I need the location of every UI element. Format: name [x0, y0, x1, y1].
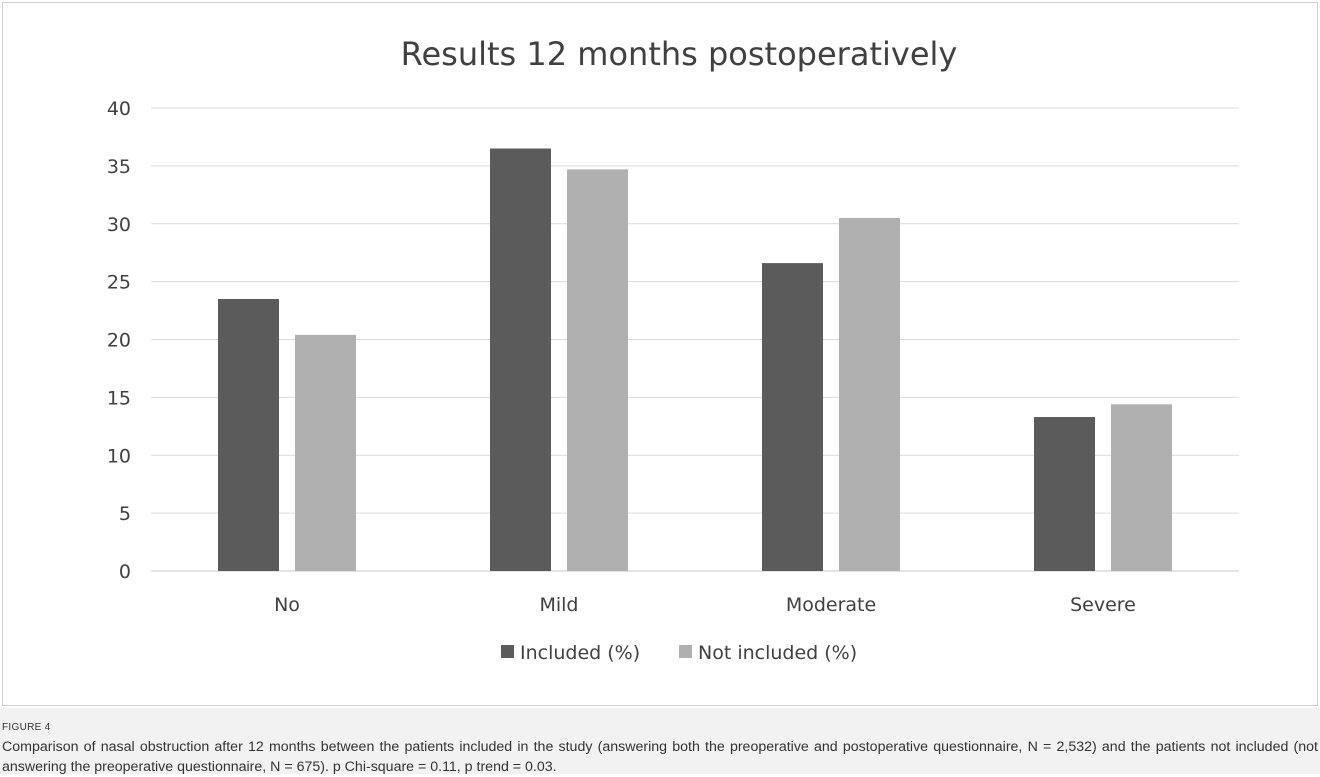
- legend: Included (%) Not included (%): [501, 642, 857, 664]
- y-tick-label: 25: [107, 272, 131, 294]
- bar-mild-series-1: [490, 148, 551, 571]
- y-tick-label: 15: [107, 387, 131, 409]
- x-axis-ticks: No Mild Moderate Severe: [274, 594, 1136, 616]
- y-tick-label: 30: [107, 214, 131, 236]
- y-tick-label: 40: [107, 98, 131, 120]
- bar-no-series-2: [295, 334, 356, 571]
- caption-text: Comparison of nasal obstruction after 12…: [2, 739, 1318, 775]
- x-tick-label: Severe: [1070, 594, 1136, 616]
- x-tick-label: No: [274, 594, 300, 616]
- x-tick-label: Moderate: [786, 594, 876, 616]
- y-tick-label: 0: [119, 561, 131, 583]
- y-tick-label: 35: [107, 156, 131, 178]
- bar-moderate-series-1: [762, 263, 823, 571]
- y-tick-label: 20: [107, 330, 131, 352]
- figure-caption: FIGURE 4 Comparison of nasal obstruction…: [0, 708, 1320, 775]
- bar-severe-series-2: [1111, 404, 1172, 571]
- bar-chart: Results 12 months postoperatively 0 5 10 15…: [107, 35, 1239, 664]
- bar-severe-series-1: [1034, 417, 1095, 571]
- bars: [218, 148, 1172, 571]
- legend-label: Included (%): [520, 642, 640, 664]
- x-tick-label: Mild: [539, 594, 578, 616]
- y-axis-ticks: 0 5 10 15 20 25 30 35 40: [107, 98, 131, 583]
- legend-swatch: [501, 645, 514, 658]
- legend-label: Not included (%): [698, 642, 857, 664]
- figure-label: FIGURE 4: [2, 722, 51, 733]
- bar-mild-series-2: [567, 169, 628, 571]
- bar-no-series-1: [218, 298, 279, 571]
- y-tick-label: 10: [107, 445, 131, 467]
- bar-moderate-series-2: [839, 217, 900, 571]
- legend-swatch: [679, 645, 692, 658]
- y-tick-label: 5: [119, 503, 131, 525]
- chart-title: Results 12 months postoperatively: [401, 35, 958, 73]
- chart-frame: Results 12 months postoperatively 0 5 10 15…: [2, 2, 1318, 706]
